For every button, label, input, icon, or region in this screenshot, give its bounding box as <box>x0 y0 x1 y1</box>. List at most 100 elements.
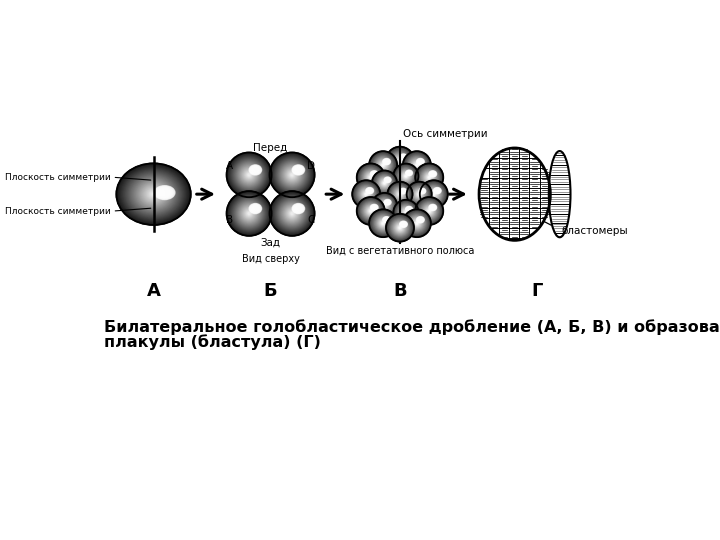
Ellipse shape <box>383 159 390 164</box>
Ellipse shape <box>431 206 435 210</box>
Ellipse shape <box>391 151 410 170</box>
Ellipse shape <box>405 206 413 212</box>
Ellipse shape <box>271 154 312 195</box>
Ellipse shape <box>415 164 418 167</box>
Ellipse shape <box>372 171 397 195</box>
Ellipse shape <box>366 188 372 193</box>
Ellipse shape <box>396 224 404 232</box>
Ellipse shape <box>295 206 302 211</box>
Ellipse shape <box>137 180 171 208</box>
Ellipse shape <box>289 211 294 216</box>
Ellipse shape <box>250 204 261 213</box>
Text: Плоскость симметрии: Плоскость симметрии <box>5 207 111 215</box>
Ellipse shape <box>428 189 439 200</box>
Ellipse shape <box>255 169 256 171</box>
Ellipse shape <box>369 151 397 179</box>
Ellipse shape <box>427 175 431 180</box>
Ellipse shape <box>388 216 412 239</box>
Ellipse shape <box>401 155 406 159</box>
Ellipse shape <box>400 154 407 160</box>
Ellipse shape <box>407 213 427 233</box>
Ellipse shape <box>417 158 424 165</box>
Ellipse shape <box>295 167 302 172</box>
Ellipse shape <box>416 164 418 166</box>
Ellipse shape <box>151 192 156 196</box>
Ellipse shape <box>420 219 421 220</box>
Ellipse shape <box>289 210 296 217</box>
Ellipse shape <box>279 161 305 188</box>
Ellipse shape <box>380 220 386 226</box>
Ellipse shape <box>245 209 253 218</box>
Ellipse shape <box>280 163 304 186</box>
Ellipse shape <box>370 177 372 178</box>
Ellipse shape <box>379 178 390 188</box>
Ellipse shape <box>297 208 299 209</box>
Ellipse shape <box>395 223 405 232</box>
Ellipse shape <box>418 166 441 189</box>
Ellipse shape <box>353 181 379 207</box>
Ellipse shape <box>395 166 416 186</box>
Ellipse shape <box>128 173 179 215</box>
Ellipse shape <box>359 166 382 189</box>
Ellipse shape <box>406 171 412 176</box>
Ellipse shape <box>413 219 420 227</box>
Ellipse shape <box>230 156 268 194</box>
Ellipse shape <box>421 190 423 192</box>
Ellipse shape <box>420 180 448 208</box>
Ellipse shape <box>413 188 426 200</box>
Ellipse shape <box>117 164 191 225</box>
Ellipse shape <box>423 171 436 184</box>
Ellipse shape <box>294 205 303 212</box>
Ellipse shape <box>372 205 377 210</box>
Ellipse shape <box>119 165 189 223</box>
Ellipse shape <box>398 205 413 220</box>
Ellipse shape <box>384 160 389 163</box>
Text: Перед: Перед <box>253 143 288 153</box>
Ellipse shape <box>418 218 423 221</box>
Ellipse shape <box>387 201 389 203</box>
Ellipse shape <box>409 157 425 173</box>
Ellipse shape <box>375 174 394 192</box>
Ellipse shape <box>367 207 374 215</box>
Ellipse shape <box>425 185 443 204</box>
Ellipse shape <box>361 189 372 200</box>
Ellipse shape <box>239 204 259 224</box>
Ellipse shape <box>372 212 395 235</box>
Ellipse shape <box>387 179 388 180</box>
Ellipse shape <box>410 185 429 204</box>
Ellipse shape <box>243 207 256 220</box>
Ellipse shape <box>375 157 391 173</box>
Ellipse shape <box>384 199 391 205</box>
Ellipse shape <box>377 176 392 190</box>
Ellipse shape <box>374 173 395 193</box>
Ellipse shape <box>400 155 406 159</box>
Ellipse shape <box>356 184 377 205</box>
Ellipse shape <box>358 186 374 202</box>
Ellipse shape <box>415 190 423 198</box>
Ellipse shape <box>131 176 176 213</box>
Ellipse shape <box>428 177 430 178</box>
Ellipse shape <box>139 182 168 206</box>
Ellipse shape <box>400 206 412 219</box>
Ellipse shape <box>418 166 440 188</box>
Ellipse shape <box>376 174 393 191</box>
Ellipse shape <box>296 168 301 172</box>
Ellipse shape <box>405 211 429 235</box>
Ellipse shape <box>287 208 297 219</box>
Ellipse shape <box>160 189 170 196</box>
Ellipse shape <box>398 226 402 230</box>
Ellipse shape <box>386 219 387 220</box>
Ellipse shape <box>436 189 439 192</box>
Ellipse shape <box>405 212 428 235</box>
Ellipse shape <box>429 190 438 199</box>
Ellipse shape <box>423 184 445 205</box>
Ellipse shape <box>406 154 428 176</box>
Ellipse shape <box>374 195 395 215</box>
Ellipse shape <box>361 168 380 187</box>
Ellipse shape <box>396 202 415 222</box>
Ellipse shape <box>232 158 266 192</box>
Ellipse shape <box>397 168 414 184</box>
Ellipse shape <box>368 174 374 180</box>
Ellipse shape <box>403 157 404 158</box>
Ellipse shape <box>415 164 444 191</box>
